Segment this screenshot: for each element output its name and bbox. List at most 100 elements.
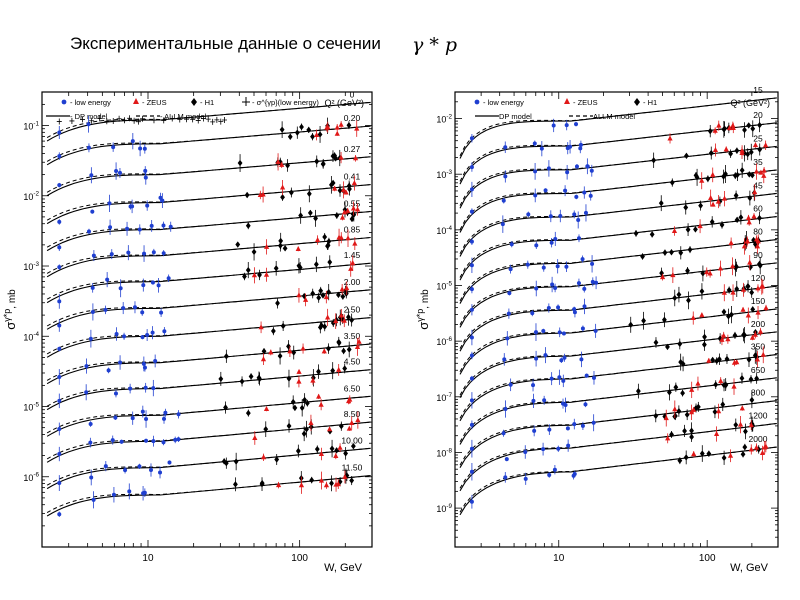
data-point-low-energy (130, 204, 135, 209)
data-point-h1 (327, 258, 333, 266)
data-point-zeus (348, 265, 354, 271)
data-point-zeus (345, 235, 351, 241)
data-point-low-energy (151, 250, 156, 255)
data-point-low-energy (594, 280, 599, 285)
data-point-low-energy (534, 356, 539, 361)
data-point-low-energy (167, 460, 172, 465)
chart-panel-1: 10 100 W, GeV 10-1 10-2 10-3 10-4 10-5 10-6 σγ*p,… (2, 89, 373, 574)
data-point-h1 (746, 171, 752, 178)
data-point-h1 (641, 317, 646, 324)
data-point-zeus (715, 198, 721, 204)
data-point-zeus (763, 443, 769, 449)
data-point-low-energy (523, 476, 528, 481)
data-point-h1 (709, 218, 715, 226)
data-point-zeus (697, 223, 703, 229)
data-point-h1 (732, 332, 738, 339)
data-point-low-energy (546, 306, 551, 311)
data-point-h1 (653, 412, 659, 420)
data-point-h1 (290, 398, 296, 406)
data-point-h1 (633, 230, 639, 237)
data-point-h1 (701, 341, 707, 348)
data-point-h1 (716, 356, 722, 363)
x-axis-label: W, GeV (730, 562, 769, 574)
q2-label: 15 (753, 85, 763, 95)
data-point-zeus (354, 206, 361, 212)
data-point-zeus (712, 127, 718, 133)
data-point-h1 (677, 457, 683, 464)
q2-label: 2000 (749, 434, 768, 444)
data-point-h1 (723, 170, 728, 178)
slide-formula: γ * p (412, 34, 458, 56)
data-point-low-energy (576, 281, 581, 286)
data-point-low-energy (591, 420, 596, 425)
allm-model-curve (459, 239, 777, 302)
data-point-low-energy (542, 398, 547, 403)
q2-label: 1200 (749, 411, 768, 421)
data-point-low-energy (557, 375, 562, 380)
data-point-low-energy (589, 168, 594, 173)
data-point-h1 (342, 365, 348, 372)
data-point-low-energy (57, 219, 62, 224)
data-point-zeus (279, 184, 286, 190)
data-point-low-energy (176, 437, 181, 442)
legend-marker-low-energy (474, 99, 480, 105)
data-point-low-energy (84, 364, 89, 369)
data-point-h1 (330, 367, 336, 374)
y-tick-label: 10-5 (23, 401, 39, 412)
data-point-zeus (321, 348, 327, 354)
data-point-low-energy (113, 391, 118, 396)
data-point-h1 (683, 454, 689, 461)
data-point-low-energy (163, 410, 168, 415)
data-point-zeus (723, 146, 729, 152)
data-point-h1 (700, 270, 706, 277)
legend-entry: - H1 (643, 98, 657, 107)
data-point-h1 (689, 427, 694, 434)
data-point-zeus (760, 351, 766, 357)
data-point-photoproduction (177, 116, 183, 123)
data-point-low-energy (534, 286, 539, 291)
data-point-photoproduction (69, 117, 75, 124)
data-point-zeus (338, 312, 344, 318)
data-point-h1 (221, 458, 227, 465)
data-point-h1 (280, 322, 286, 330)
data-point-low-energy (563, 188, 568, 193)
data-point-zeus (761, 172, 767, 178)
data-point-low-energy (469, 287, 474, 292)
data-point-low-energy (563, 403, 568, 408)
data-point-low-energy (565, 170, 570, 175)
data-point-h1 (314, 445, 320, 453)
data-point-zeus (339, 214, 346, 220)
data-point-low-energy (508, 382, 513, 387)
data-point-low-energy (143, 385, 148, 390)
data-point-low-energy (57, 265, 62, 270)
data-point-low-energy (534, 243, 539, 248)
data-point-h1 (659, 269, 664, 277)
data-point-h1 (684, 411, 690, 418)
data-point-low-energy (556, 305, 561, 310)
data-point-h1 (270, 327, 276, 335)
q2-label: 1.45 (344, 250, 361, 260)
data-point-h1 (635, 387, 641, 395)
data-point-low-energy (57, 346, 62, 351)
data-point-h1 (322, 323, 328, 330)
data-point-low-energy (532, 428, 537, 433)
data-point-low-energy (582, 286, 587, 291)
allm-model-curve (459, 169, 777, 231)
y-tick-label: 10-4 (436, 225, 452, 236)
data-point-low-energy (562, 355, 567, 360)
q2-label: 0.85 (344, 225, 361, 235)
data-point-low-energy (114, 169, 119, 174)
data-point-h1 (757, 146, 763, 153)
data-point-h1 (338, 422, 344, 430)
data-point-zeus (346, 425, 352, 431)
data-point-zeus (690, 315, 696, 321)
y-tick-label: 10-5 (436, 280, 452, 291)
data-point-h1 (310, 133, 315, 140)
data-point-h1 (665, 343, 670, 351)
data-point-zeus (335, 481, 341, 487)
data-point-h1 (301, 292, 307, 300)
data-point-zeus (665, 435, 671, 441)
data-point-h1 (349, 477, 355, 484)
data-point-zeus (356, 338, 362, 344)
data-point-h1 (749, 289, 755, 296)
